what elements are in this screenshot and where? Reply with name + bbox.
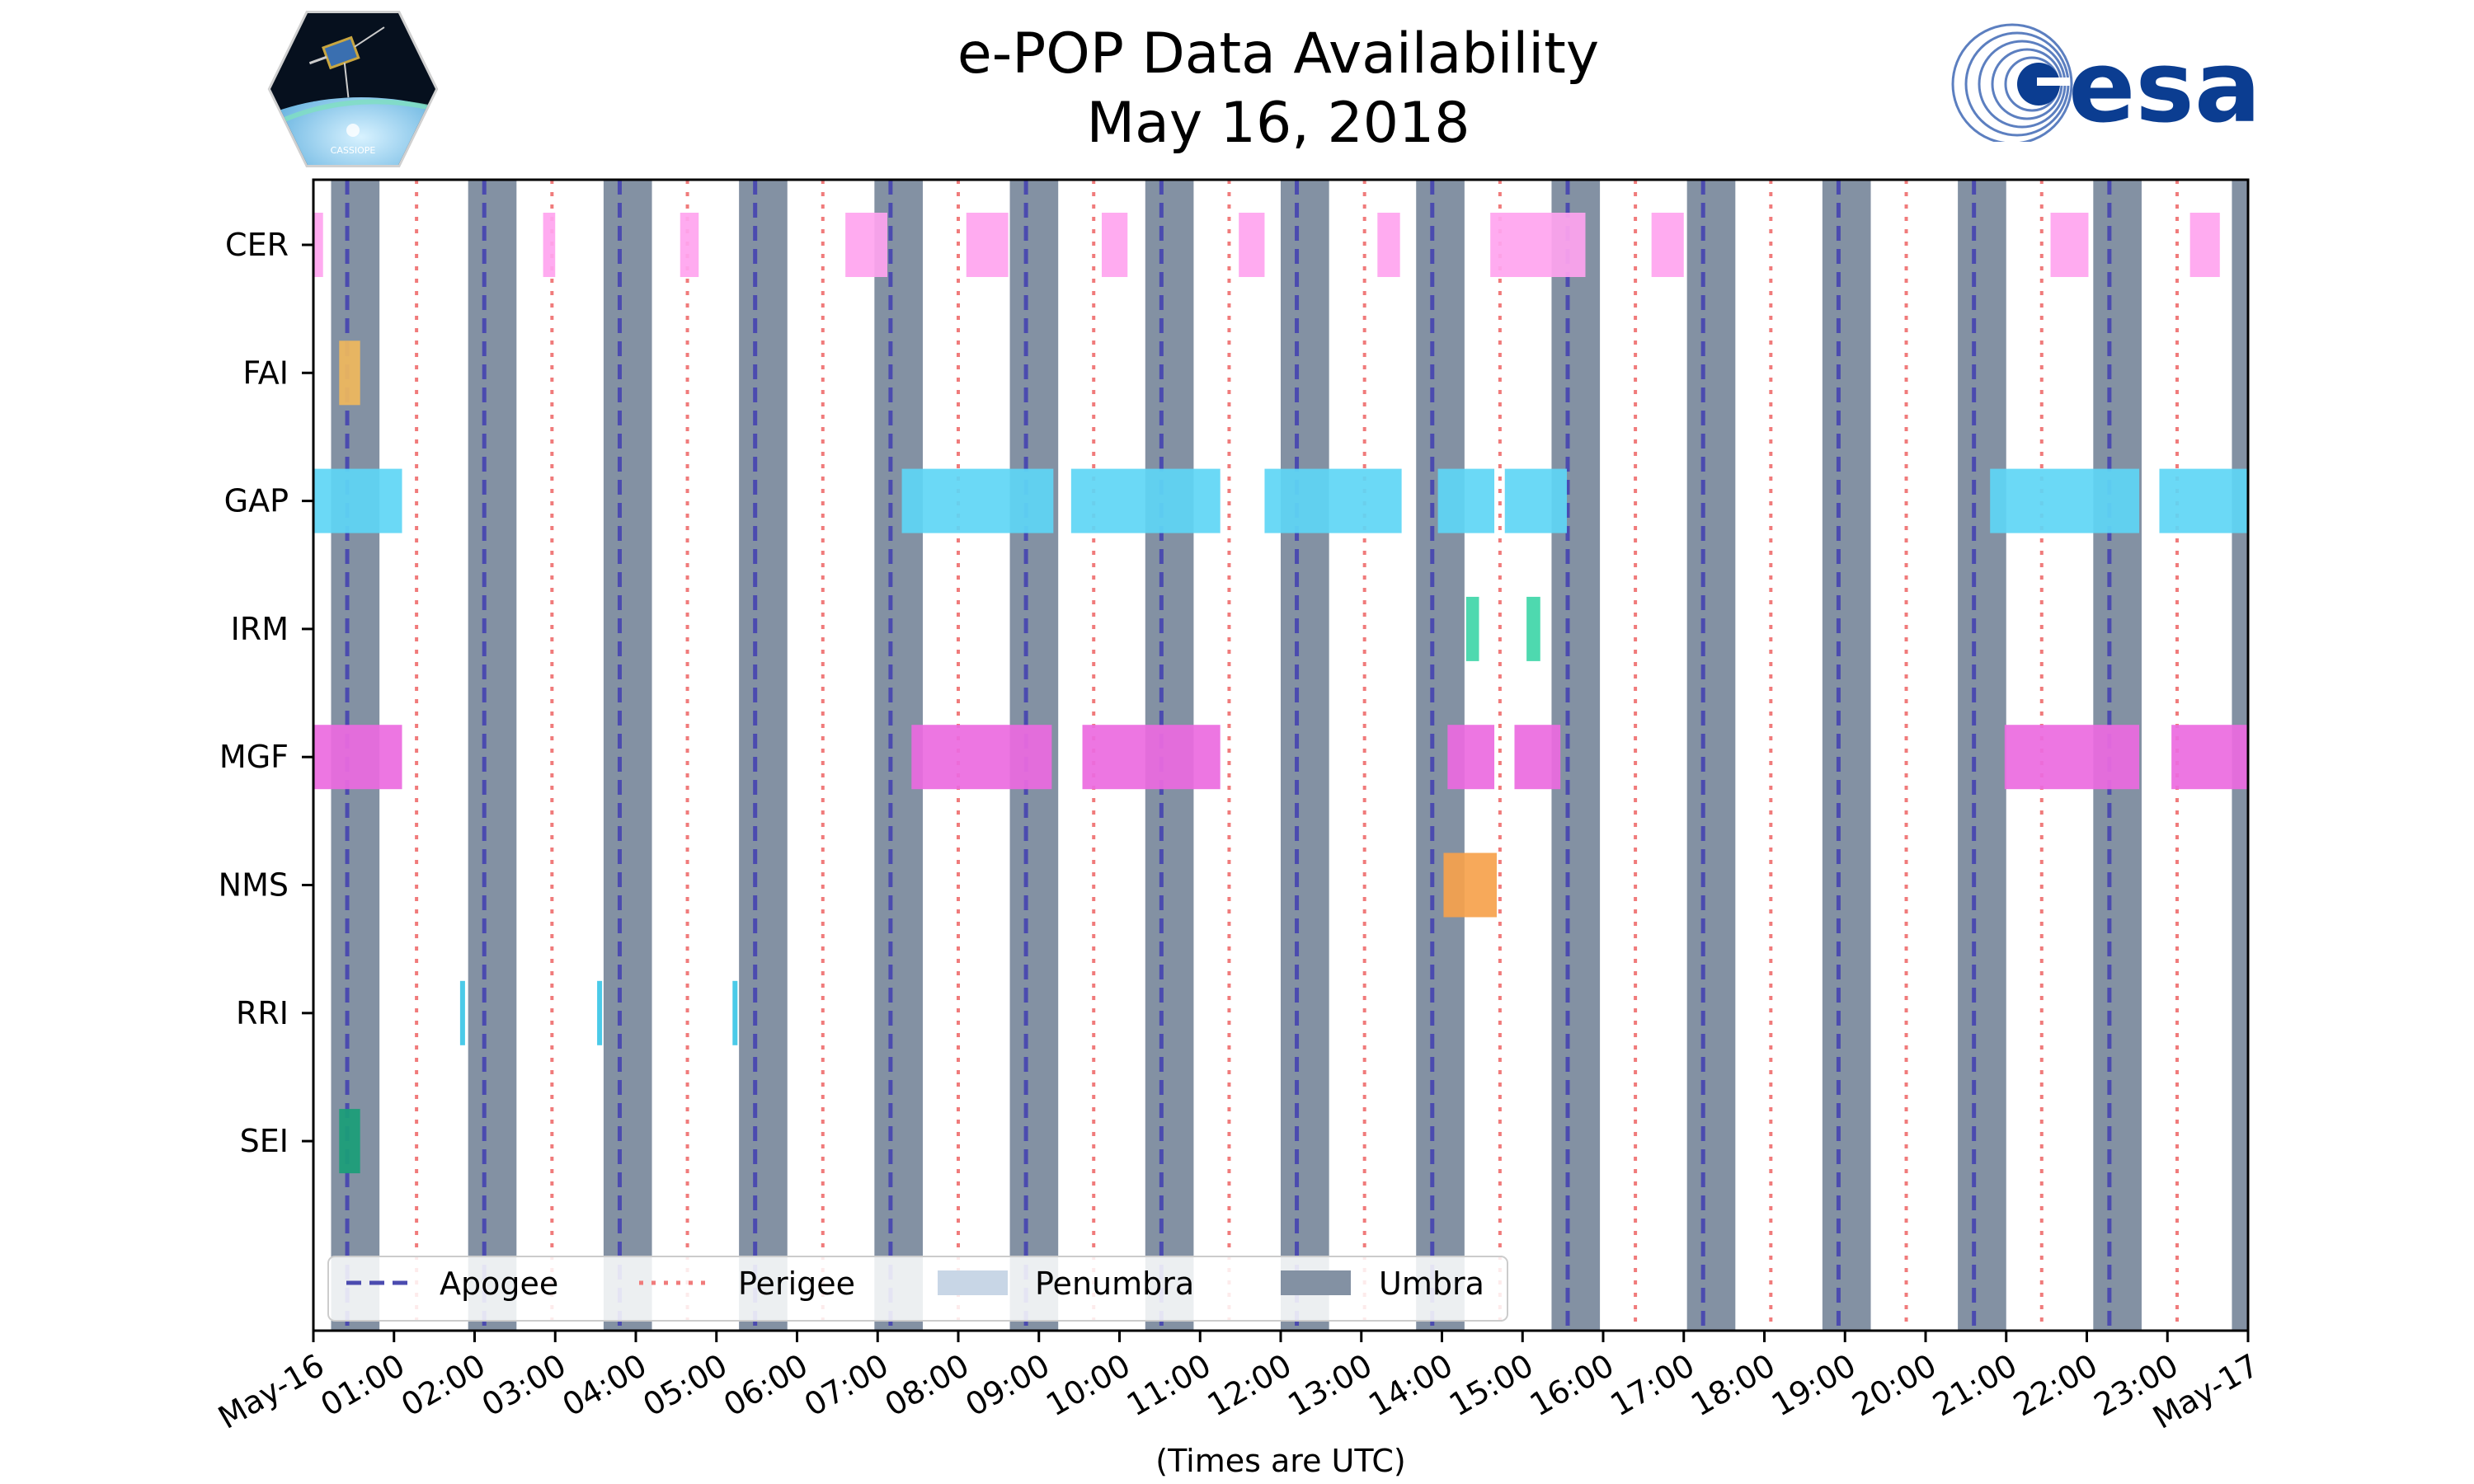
- x-tick-label: 10:00: [1040, 1347, 1136, 1424]
- availability-bar-mgf: [1082, 725, 1221, 790]
- y-tick-label: GAP: [224, 483, 289, 519]
- umbra-band: [1686, 180, 1736, 1331]
- x-tick-label: 11:00: [1121, 1347, 1217, 1424]
- availability-bar-fai: [339, 340, 360, 406]
- availability-bar-cer: [680, 213, 699, 277]
- availability-bar-gap: [901, 468, 1054, 533]
- x-tick-label: 09:00: [959, 1347, 1056, 1424]
- x-tick-label: 02:00: [395, 1347, 492, 1424]
- availability-bar-irm: [1465, 596, 1479, 661]
- umbra-band: [1958, 180, 2006, 1331]
- availability-bar-cer: [966, 213, 1009, 277]
- umbra-band: [1822, 180, 1871, 1331]
- legend-penumbra-label: Penumbra: [1035, 1266, 1194, 1302]
- cassiope-logo: CASSIOPE: [267, 11, 439, 167]
- availability-bar-cer: [1239, 213, 1265, 277]
- y-tick-label: NMS: [219, 867, 289, 904]
- esa-logo: esa: [1951, 23, 2261, 142]
- availability-bar-rri: [732, 980, 738, 1045]
- umbra-band: [468, 180, 517, 1331]
- y-tick-label: RRI: [236, 995, 289, 1031]
- availability-bar-cer: [845, 213, 887, 277]
- y-tick-label: CER: [225, 227, 289, 263]
- chart-title: e-POP Data Availability: [957, 21, 1600, 87]
- y-tick-label: IRM: [231, 611, 289, 647]
- x-tick-label: 20:00: [1846, 1347, 1943, 1424]
- esa-logo-text: esa: [2068, 31, 2261, 142]
- x-tick-label: 08:00: [879, 1347, 976, 1424]
- availability-bar-mgf: [2004, 725, 2140, 790]
- availability-bar-cer: [313, 213, 323, 277]
- legend-perigee-label: Perigee: [738, 1266, 855, 1302]
- x-tick-label: May-16: [212, 1347, 330, 1436]
- availability-bar-mgf: [1447, 725, 1495, 790]
- availability-bar-gap: [1070, 468, 1221, 533]
- availability-bar-cer: [2189, 213, 2220, 277]
- legend-apogee-label: Apogee: [440, 1266, 558, 1302]
- availability-bar-cer: [543, 213, 556, 277]
- availability-bar-mgf: [2171, 725, 2248, 790]
- y-tick-label: FAI: [242, 355, 289, 391]
- availability-bar-gap: [1990, 468, 2140, 533]
- x-tick-label: 19:00: [1766, 1347, 1862, 1424]
- umbra-band: [1281, 180, 1329, 1331]
- availability-bar-cer: [2050, 213, 2089, 277]
- availability-bar-cer: [1101, 213, 1128, 277]
- x-tick-label: 16:00: [1524, 1347, 1620, 1424]
- availability-bar-gap: [313, 468, 402, 533]
- availability-bar-gap: [2159, 468, 2248, 533]
- legend-umbra-swatch: [1281, 1270, 1351, 1295]
- x-tick-label: 03:00: [476, 1347, 572, 1424]
- availability-bar-rri: [459, 980, 465, 1045]
- x-tick-label: 18:00: [1685, 1347, 1781, 1424]
- availability-bar-mgf: [1514, 725, 1561, 790]
- availability-bar-nms: [1443, 852, 1497, 918]
- x-tick-label: 22:00: [2007, 1347, 2104, 1424]
- x-axis-label: (Times are UTC): [1155, 1443, 1405, 1479]
- x-tick-label: 17:00: [1604, 1347, 1700, 1424]
- chart-subtitle: May 16, 2018: [1086, 91, 1470, 156]
- x-tick-label: 21:00: [1926, 1347, 2023, 1424]
- x-tick-label: 15:00: [1443, 1347, 1540, 1424]
- cassiope-logo-text: CASSIOPE: [331, 145, 376, 156]
- availability-bar-sei: [339, 1109, 360, 1174]
- x-tick-label: 01:00: [314, 1347, 411, 1424]
- availability-bar-mgf: [911, 725, 1052, 790]
- availability-bar-rri: [597, 980, 603, 1045]
- legend-penumbra-swatch: [938, 1270, 1008, 1295]
- availability-bar-mgf: [313, 725, 402, 790]
- x-tick-label: 14:00: [1362, 1347, 1459, 1424]
- legend-box: [327, 1256, 1508, 1322]
- y-tick-label: SEI: [240, 1123, 289, 1159]
- x-tick-label: 06:00: [717, 1347, 814, 1424]
- x-tick-label: 07:00: [798, 1347, 895, 1424]
- umbra-band: [603, 180, 652, 1331]
- availability-bar-irm: [1526, 596, 1540, 661]
- x-tick-label: 13:00: [1282, 1347, 1378, 1424]
- availability-bar-cer: [1651, 213, 1684, 277]
- y-tick-label: MGF: [219, 739, 289, 775]
- availability-bar-gap: [1504, 468, 1568, 533]
- x-tick-label: 12:00: [1202, 1347, 1298, 1424]
- availability-bar-gap: [1437, 468, 1495, 533]
- legend: Apogee Perigee Penumbra Umbra: [327, 1256, 1508, 1322]
- umbra-band: [739, 180, 788, 1331]
- x-tick-label: 05:00: [637, 1347, 733, 1424]
- x-tick-label: 04:00: [557, 1347, 653, 1424]
- availability-bar-cer: [1490, 213, 1586, 277]
- availability-bar-gap: [1264, 468, 1402, 533]
- legend-umbra-label: Umbra: [1379, 1266, 1484, 1302]
- availability-bar-cer: [1377, 213, 1400, 277]
